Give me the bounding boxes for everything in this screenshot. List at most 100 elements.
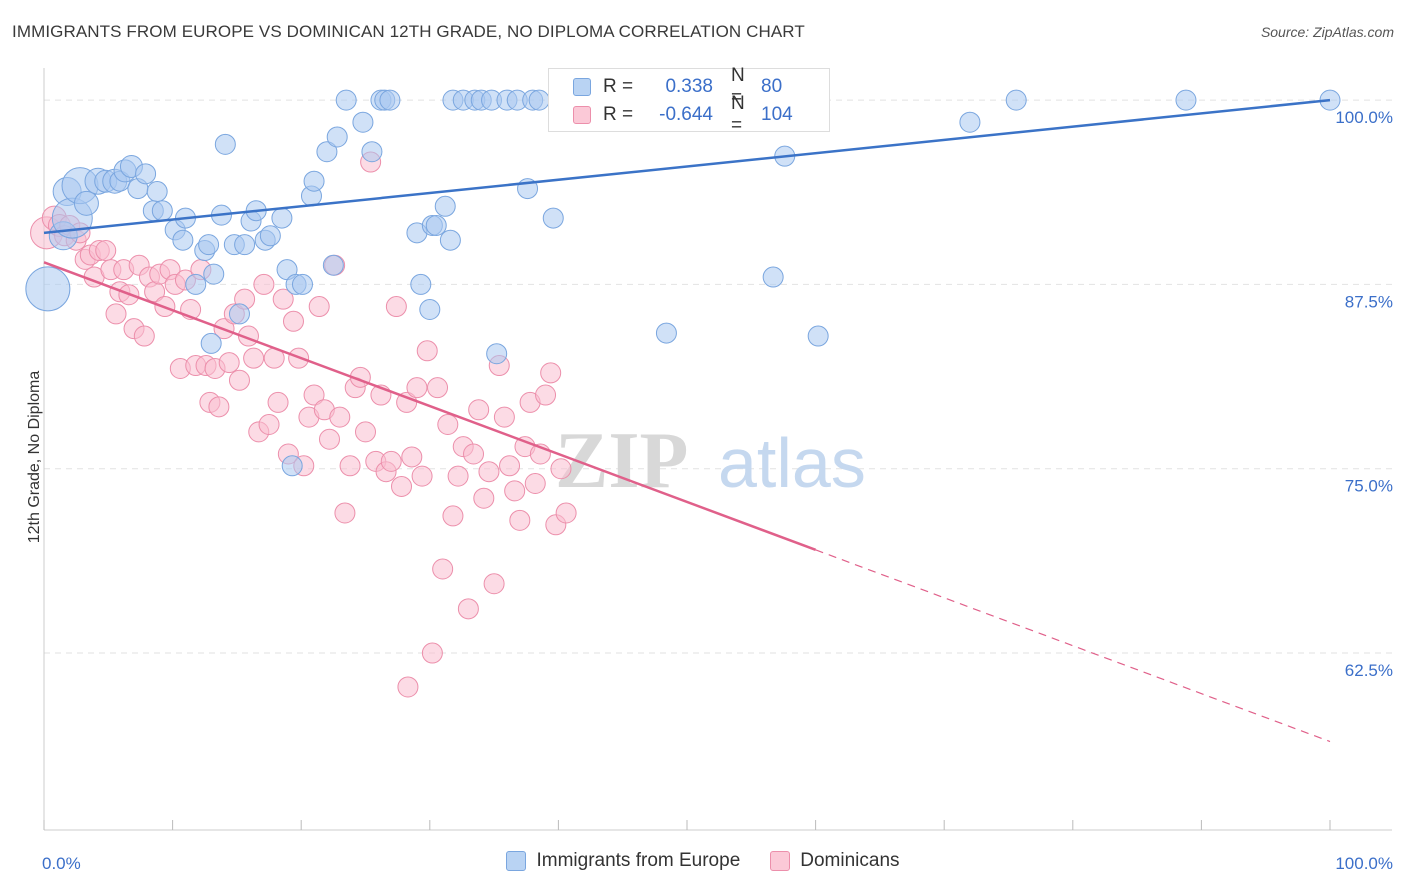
data-point-europe bbox=[361, 141, 383, 163]
data-point-dominicans bbox=[397, 676, 419, 698]
legend-swatch-dominicans bbox=[770, 851, 791, 871]
data-point-europe bbox=[486, 343, 508, 365]
data-point-europe bbox=[655, 322, 677, 344]
data-point-dominicans bbox=[483, 573, 505, 595]
data-point-dominicans bbox=[493, 406, 515, 428]
data-point-europe bbox=[316, 141, 338, 163]
data-point-europe bbox=[439, 229, 461, 251]
data-point-europe bbox=[73, 190, 99, 216]
data-point-dominicans bbox=[555, 502, 577, 524]
legend-swatch-pink bbox=[573, 106, 591, 124]
data-point-europe bbox=[322, 254, 344, 276]
x-tick-label: 0.0% bbox=[42, 854, 81, 873]
data-point-dominicans bbox=[463, 443, 485, 465]
data-point-dominicans bbox=[416, 340, 438, 362]
watermark-atlas: atlas bbox=[718, 424, 866, 502]
trend-lines bbox=[43, 98, 1331, 743]
tick-labels: 62.5% 75.0% 87.5% 100.0% 0.0% 100.0% bbox=[42, 108, 1393, 873]
data-point-dominicans bbox=[95, 240, 117, 262]
data-point-europe bbox=[271, 207, 293, 229]
legend-label-europe: Immigrants from Europe bbox=[536, 850, 741, 871]
data-point-europe bbox=[200, 332, 222, 354]
legend-r-label: R = bbox=[603, 76, 634, 97]
x-tick-label: 100.0% bbox=[1335, 854, 1393, 873]
data-point-europe bbox=[228, 303, 250, 325]
series-legend: Immigrants from Europe Dominicans bbox=[0, 850, 1406, 872]
data-point-europe bbox=[151, 200, 173, 222]
data-point-europe bbox=[146, 181, 168, 203]
chart-title: IMMIGRANTS FROM EUROPE VS DOMINICAN 12TH… bbox=[12, 22, 805, 41]
data-point-dominicans bbox=[258, 414, 280, 436]
data-point-dominicans bbox=[303, 384, 325, 406]
data-point-dominicans bbox=[339, 455, 361, 477]
data-point-europe bbox=[762, 266, 784, 288]
data-point-dominicans bbox=[391, 475, 413, 497]
data-point-europe bbox=[379, 89, 401, 111]
legend-r-value: 0.338 bbox=[665, 76, 713, 97]
data-point-europe bbox=[259, 225, 281, 247]
legend-row-europe: R = 0.338 N = 80 bbox=[549, 65, 783, 108]
data-point-dominicans bbox=[267, 391, 289, 413]
data-point-dominicans bbox=[329, 406, 351, 428]
data-point-dominicans bbox=[334, 502, 356, 524]
data-point-europe bbox=[528, 89, 550, 111]
correlation-legend: R = 0.338 N = 80 R = -0.644 N = 104 bbox=[548, 65, 830, 136]
data-point-dominicans bbox=[133, 325, 155, 347]
data-point-europe bbox=[1005, 89, 1027, 111]
legend-label-dominicans: Dominicans bbox=[800, 850, 900, 871]
data-point-dominicans bbox=[105, 303, 127, 325]
data-point-dominicans bbox=[228, 369, 250, 391]
data-point-europe bbox=[434, 195, 456, 217]
data-point-dominicans bbox=[535, 384, 557, 406]
legend-item-dominicans[interactable]: Dominicans bbox=[770, 850, 900, 872]
data-point-dominicans bbox=[524, 472, 546, 494]
data-point-dominicans bbox=[540, 362, 562, 384]
trend-line-dominicans-extrapolated bbox=[815, 549, 1331, 743]
data-point-europe bbox=[172, 229, 194, 251]
data-point-dominicans bbox=[318, 428, 340, 450]
legend-swatch-blue bbox=[573, 78, 591, 96]
data-point-dominicans bbox=[272, 288, 294, 310]
data-point-europe bbox=[291, 273, 313, 295]
data-point-europe bbox=[326, 126, 348, 148]
data-point-dominicans bbox=[243, 347, 265, 369]
y-tick-label: 62.5% bbox=[1345, 661, 1393, 680]
data-point-europe bbox=[135, 163, 157, 185]
data-point-dominicans bbox=[509, 509, 531, 531]
data-point-dominicans bbox=[437, 414, 459, 436]
axes bbox=[43, 68, 1392, 831]
data-point-dominicans bbox=[478, 461, 500, 483]
data-point-dominicans bbox=[442, 505, 464, 527]
data-point-dominicans bbox=[218, 352, 240, 374]
legend-n-value: 80 bbox=[761, 76, 783, 97]
data-point-dominicans bbox=[282, 310, 304, 332]
data-point-dominicans bbox=[427, 377, 449, 399]
data-point-dominicans bbox=[457, 598, 479, 620]
legend-swatch-europe bbox=[506, 851, 527, 871]
data-point-dominicans bbox=[385, 296, 407, 318]
data-point-europe bbox=[352, 111, 374, 133]
legend-n-label: N = bbox=[731, 93, 745, 136]
data-point-europe bbox=[303, 170, 325, 192]
data-point-europe bbox=[214, 133, 236, 155]
data-point-europe bbox=[542, 207, 564, 229]
data-point-dominicans bbox=[380, 450, 402, 472]
legend-item-europe[interactable]: Immigrants from Europe bbox=[506, 850, 740, 872]
legend-row-dominicans: R = -0.644 N = 104 bbox=[549, 93, 793, 136]
legend-n-value: 104 bbox=[761, 104, 793, 125]
data-point-dominicans bbox=[447, 465, 469, 487]
source-label: Source: ZipAtlas.com bbox=[1260, 24, 1394, 40]
data-point-europe bbox=[807, 325, 829, 347]
trend-line-europe bbox=[43, 98, 1331, 235]
data-point-europe bbox=[281, 455, 303, 477]
data-point-dominicans bbox=[473, 487, 495, 509]
data-point-europe bbox=[203, 263, 225, 285]
data-point-dominicans bbox=[499, 455, 521, 477]
data-point-europe bbox=[410, 273, 432, 295]
y-tick-label: 87.5% bbox=[1345, 292, 1393, 311]
data-point-dominicans bbox=[550, 458, 572, 480]
data-point-europe bbox=[25, 266, 71, 312]
data-point-europe bbox=[1175, 89, 1197, 111]
data-point-europe bbox=[234, 234, 256, 256]
